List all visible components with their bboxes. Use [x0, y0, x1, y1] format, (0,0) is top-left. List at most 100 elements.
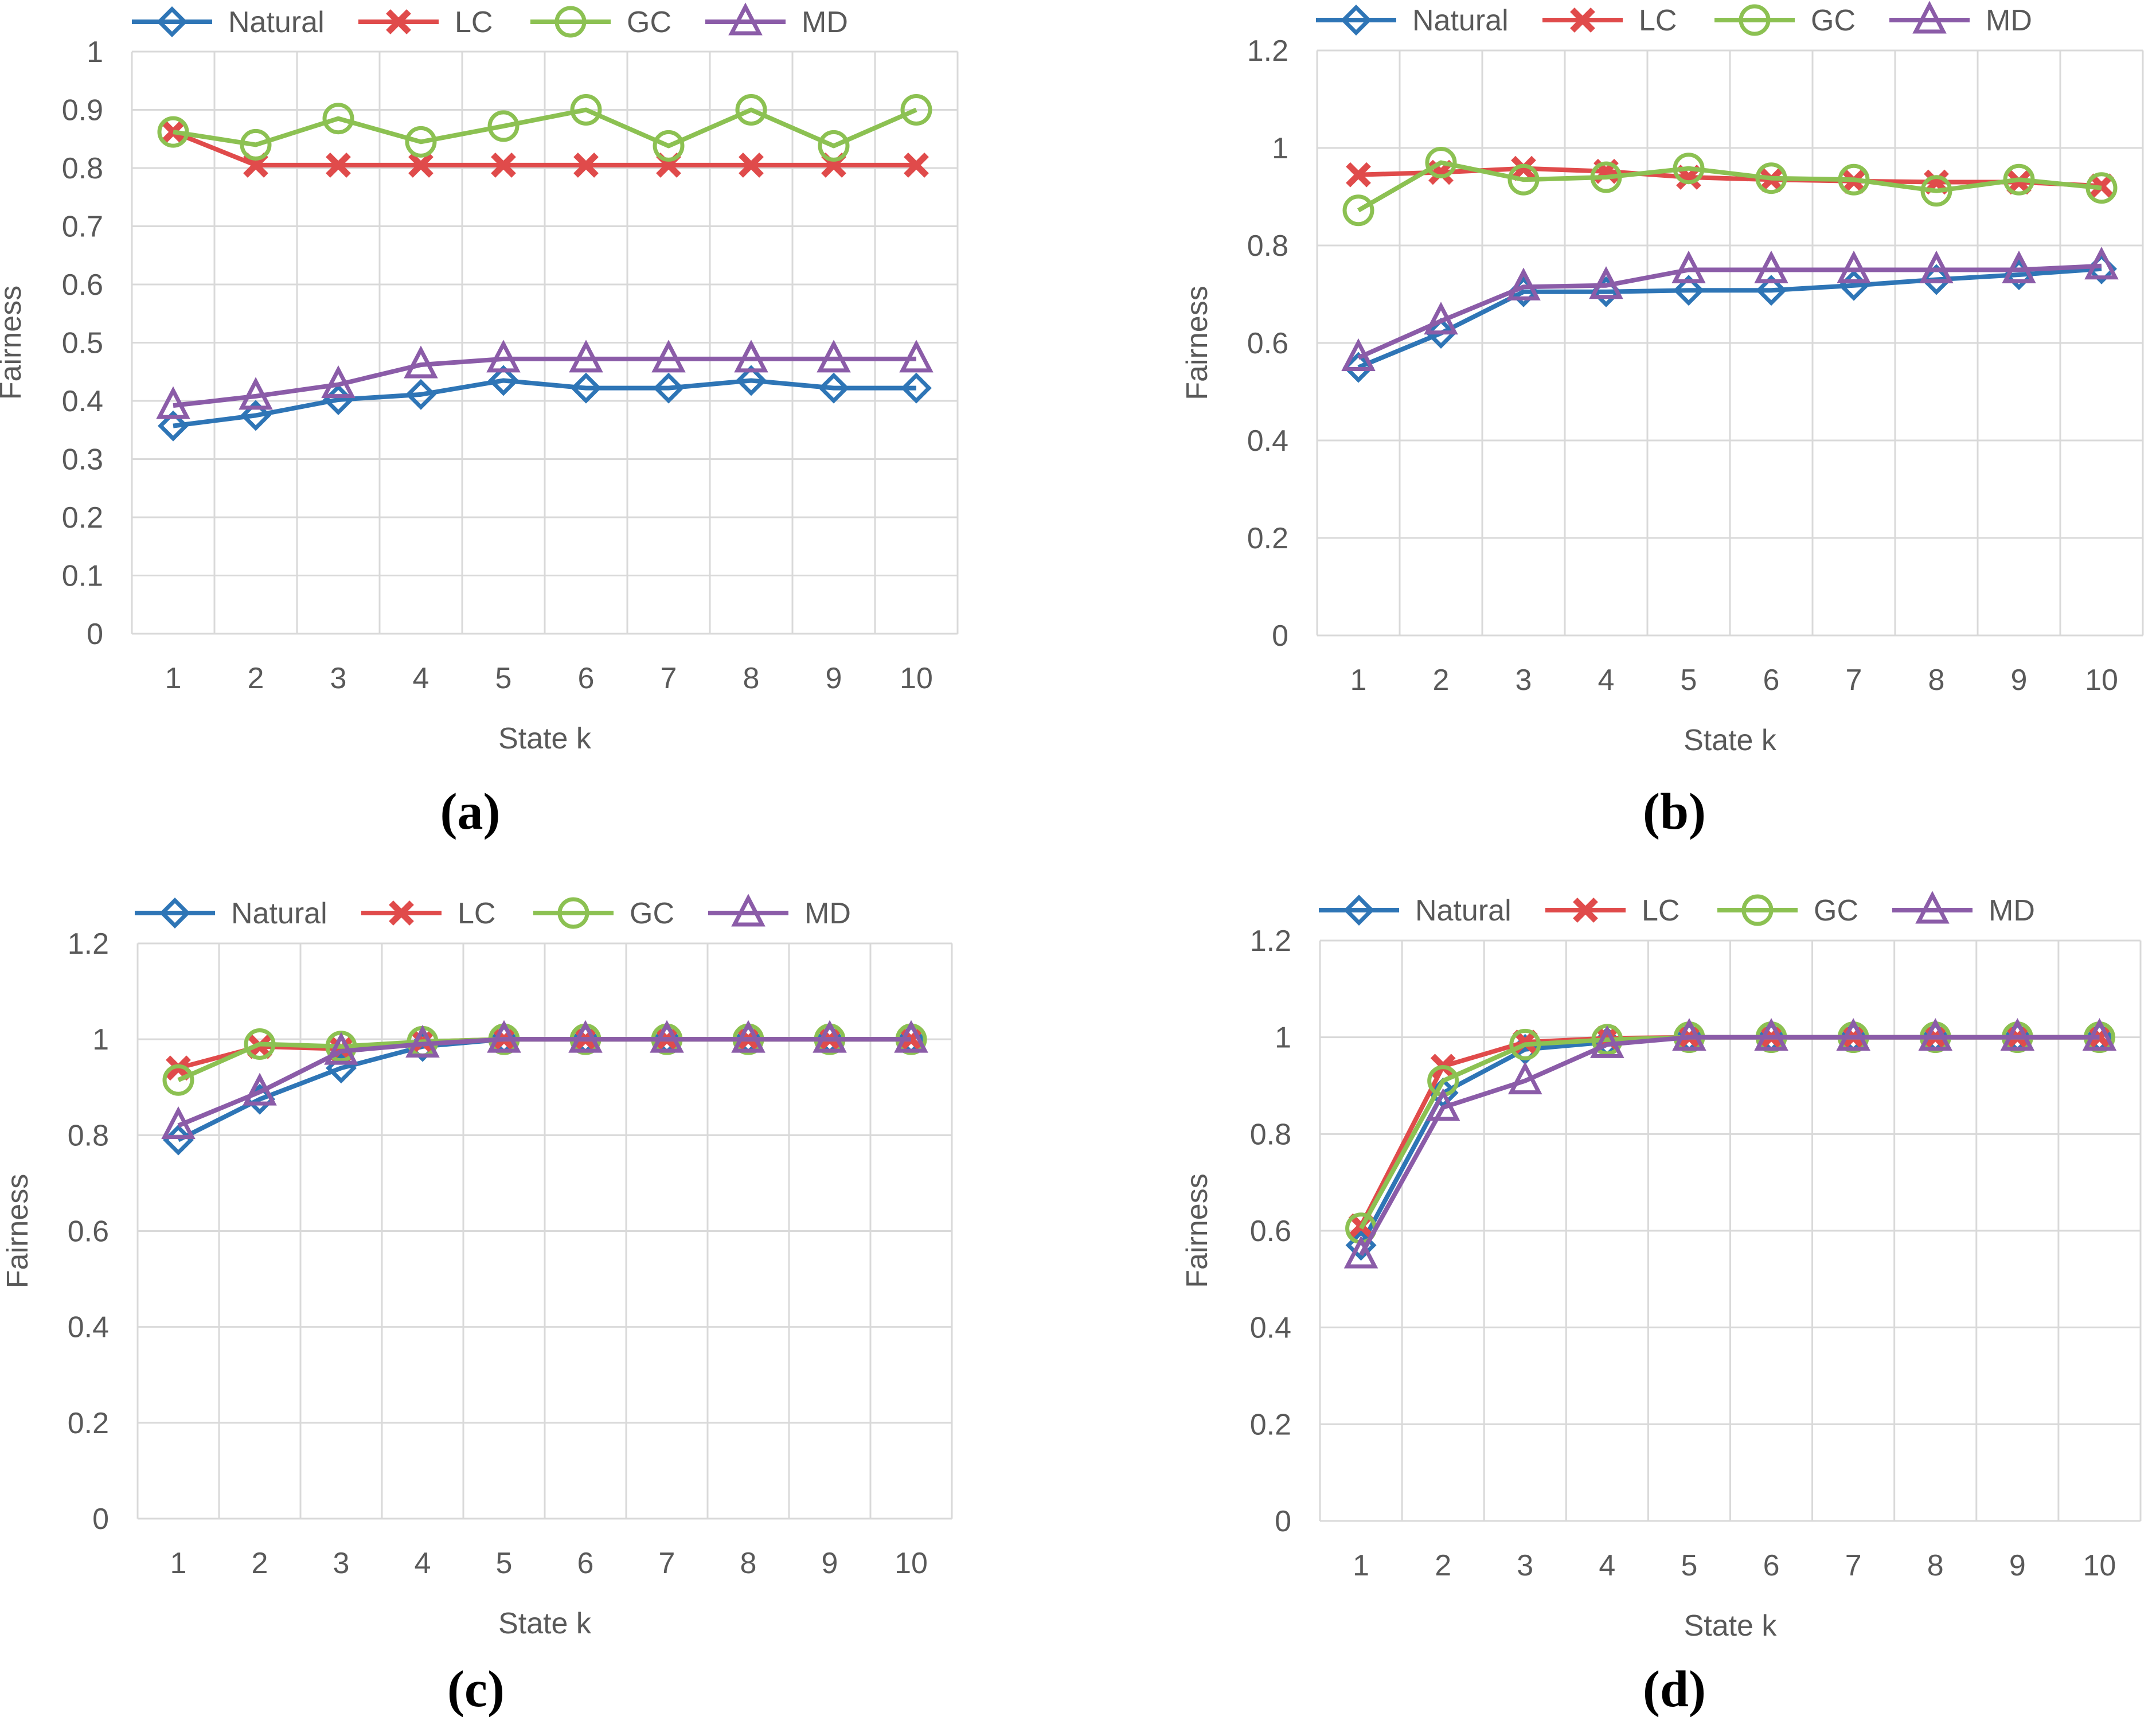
legend-marker — [1915, 891, 1950, 924]
x-tick-label: 5 — [496, 1547, 513, 1580]
legend-item-lc: LC — [358, 6, 493, 39]
legend-item-lc: LC — [361, 897, 495, 930]
data-point-lc — [2006, 169, 2032, 195]
data-point-md — [1918, 1018, 1953, 1051]
x-tick-label: 4 — [1598, 664, 1615, 697]
x-tick-label: 9 — [826, 662, 842, 695]
legend-marker — [389, 900, 414, 926]
x-tick-label: 3 — [333, 1547, 350, 1580]
data-point-gc — [240, 128, 272, 161]
data-point-md — [243, 1072, 277, 1106]
data-point-md — [1837, 250, 1871, 283]
x-tick-label: 2 — [1435, 1549, 1451, 1582]
y-tick-label: 0.4 — [1247, 424, 1288, 458]
data-point-md — [1341, 338, 1376, 371]
y-tick-label: 0.6 — [68, 1215, 109, 1249]
data-point-md — [324, 1032, 358, 1065]
series-md — [161, 1020, 928, 1140]
data-point-natural — [488, 365, 519, 396]
data-point-gc — [1425, 147, 1457, 178]
legend-item-natural: Natural — [1319, 894, 1511, 927]
data-point-md — [1754, 250, 1788, 283]
x-tick-label: 6 — [1763, 664, 1780, 697]
x-tick-label: 7 — [1846, 664, 1862, 697]
data-point-md — [321, 365, 356, 399]
x-tick-label: 6 — [578, 662, 595, 695]
y-tick-label: 0 — [87, 618, 103, 651]
y-tick-label: 0.6 — [1250, 1215, 1291, 1248]
legend-marker — [1570, 7, 1595, 33]
y-tick-label: 0.3 — [62, 443, 103, 477]
panel-caption: (a) — [440, 783, 501, 840]
data-point-md — [156, 386, 190, 419]
x-tick-label: 7 — [661, 662, 677, 695]
data-point-md — [817, 340, 851, 373]
data-point-gc — [1507, 163, 1540, 196]
data-point-md — [1343, 1235, 1378, 1269]
x-tick-label: 6 — [577, 1547, 594, 1580]
y-axis-title: Fairness — [1181, 286, 1214, 400]
series-line-md — [177, 1037, 911, 1128]
x-tick-label: 9 — [2009, 1549, 2026, 1582]
y-tick-label: 0.8 — [1250, 1118, 1291, 1151]
series-line-md — [1359, 1035, 2100, 1257]
y-tick-label: 1.2 — [68, 927, 109, 961]
x-tick-label: 2 — [248, 662, 264, 695]
series-line-gc — [173, 107, 917, 149]
data-point-md — [404, 345, 438, 379]
data-point-lc — [491, 153, 516, 178]
legend-label: LC — [458, 897, 495, 930]
y-axis-title: Fairness — [0, 286, 28, 400]
legend-label: GC — [1814, 894, 1858, 927]
x-tick-label: 6 — [1763, 1549, 1780, 1582]
data-point-md — [1590, 1025, 1624, 1058]
data-point-lc — [408, 153, 433, 178]
series-lc — [161, 119, 929, 178]
legend-marker — [557, 897, 589, 929]
data-point-gc — [1342, 194, 1374, 227]
data-point-lc — [1346, 162, 1371, 188]
x-tick-label: 10 — [900, 662, 933, 695]
data-point-gc — [570, 94, 602, 126]
panel-caption: (d) — [1643, 1661, 1706, 1718]
y-tick-label: 0.8 — [1247, 229, 1288, 263]
legend: Natural LC GC MD — [1316, 1, 2032, 37]
x-tick-label: 8 — [1928, 664, 1945, 697]
data-point-lc — [904, 153, 929, 178]
legend-label: Natural — [1415, 894, 1511, 927]
x-tick-label: 4 — [1599, 1549, 1615, 1582]
legend-item-gc: GC — [1717, 894, 1858, 927]
data-point-natural — [1425, 318, 1456, 349]
legend-marker — [1573, 898, 1598, 923]
y-tick-label: 0.6 — [62, 268, 103, 302]
data-point-natural — [405, 379, 436, 410]
data-point-gc — [1673, 153, 1705, 185]
legend-marker — [157, 6, 188, 37]
series-natural — [158, 365, 932, 442]
y-tick-label: 0 — [1275, 1505, 1291, 1538]
x-tick-label: 3 — [330, 662, 347, 695]
data-point-gc — [1838, 163, 1870, 196]
data-point-md — [2082, 1018, 2117, 1051]
chart-panel-d: 0 0.2 0.4 0.6 0.8 1 1.2 1 2 3 4 5 6 7 8 9 10 State k Fairn… — [1181, 891, 2142, 1718]
data-point-md — [899, 340, 934, 373]
legend-label: LC — [1639, 4, 1677, 37]
y-tick-label: 1.2 — [1250, 924, 1291, 958]
x-tick-label: 8 — [740, 1547, 757, 1580]
legend-label: Natural — [231, 897, 327, 930]
data-point-md — [731, 1020, 765, 1053]
data-point-gc — [1590, 161, 1622, 193]
legend-label: Natural — [1412, 4, 1509, 37]
y-axis-title: Fairness — [1181, 1173, 1214, 1288]
legend-item-md: MD — [708, 894, 851, 930]
data-point-md — [894, 1020, 928, 1053]
y-tick-label: 0.2 — [1250, 1408, 1291, 1441]
y-tick-label: 0 — [1272, 619, 1288, 653]
x-axis-title: State k — [1684, 1609, 1778, 1643]
legend-label: LC — [455, 6, 493, 39]
x-tick-label: 2 — [252, 1547, 268, 1580]
x-tick-label: 9 — [822, 1547, 838, 1580]
data-point-gc — [405, 126, 437, 158]
data-point-natural — [240, 400, 271, 431]
